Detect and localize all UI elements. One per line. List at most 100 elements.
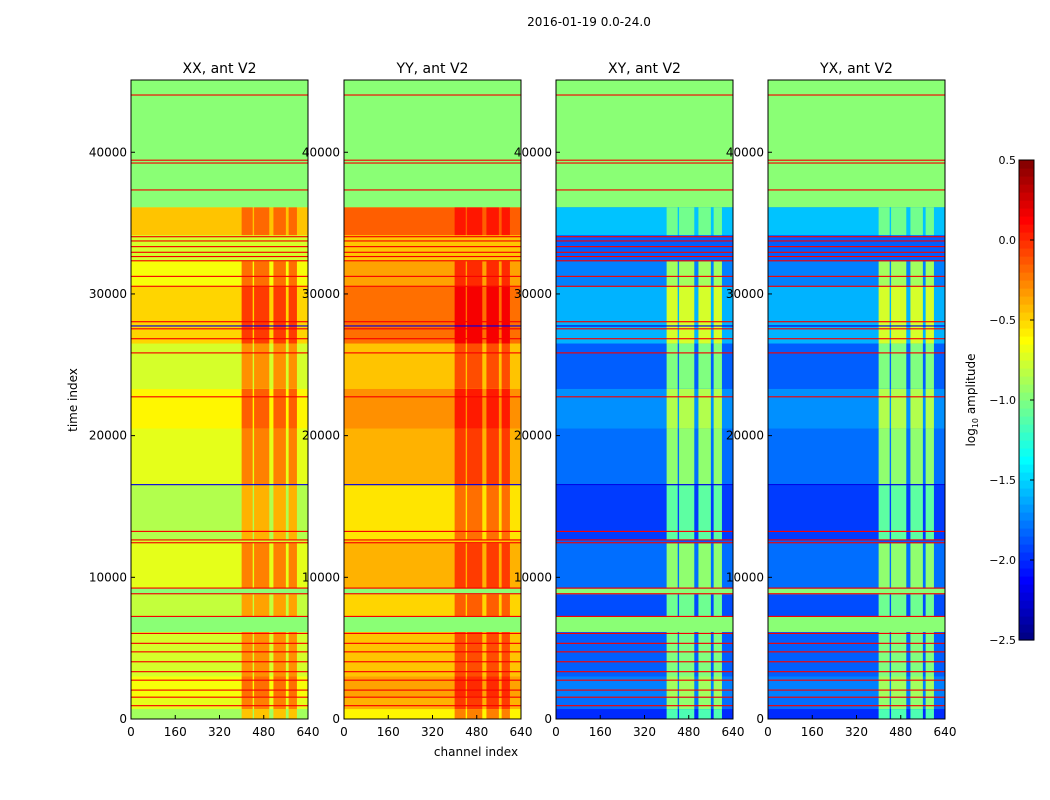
heatmap-red-line — [131, 530, 308, 532]
heatmap-red-line — [131, 587, 308, 589]
y-tick-label: 20000 — [89, 429, 127, 443]
heatmap-red-line — [768, 338, 945, 340]
heatmap-rfi-cell — [241, 485, 253, 541]
heatmap-rfi-cell — [501, 594, 510, 617]
heatmap-rfi-cell — [679, 709, 695, 719]
heatmap-rfi-cell — [254, 594, 270, 617]
heatmap-rfi-cell — [666, 543, 678, 589]
heatmap-red-line — [768, 696, 945, 698]
colorbar-segment — [1019, 488, 1034, 497]
heatmap-red-line — [344, 352, 521, 354]
colorbar-segment — [1019, 312, 1034, 321]
heatmap-rfi-cell — [666, 343, 678, 389]
heatmap-rfi-cell — [454, 286, 466, 344]
x-tick-label: 320 — [633, 725, 656, 739]
heatmap-red-line — [768, 285, 945, 287]
colorbar-segment — [1019, 200, 1034, 209]
colorbar-tick-label: −0.5 — [989, 314, 1016, 327]
heatmap-flagged-band — [344, 80, 521, 208]
heatmap-rfi-cell — [698, 207, 711, 236]
y-tick-label: 0 — [756, 712, 764, 726]
heatmap-rfi-cell — [925, 428, 934, 486]
heatmap-rfi-cell — [467, 286, 483, 344]
panel-title: YY, ant V2 — [396, 61, 469, 77]
heatmap-rfi-cell — [910, 594, 923, 617]
heatmap-rfi-cell — [679, 632, 695, 677]
heatmap-rfi-cell — [891, 632, 907, 677]
colorbar-segment — [1019, 480, 1034, 489]
heatmap-rfi-cell — [910, 207, 923, 236]
heatmap-flagged-band — [344, 616, 521, 633]
heatmap-rfi-cell — [910, 485, 923, 541]
heatmap-rfi-cell — [713, 594, 722, 617]
colorbar-segment — [1019, 416, 1034, 425]
heatmap-rfi-cell — [501, 543, 510, 589]
heatmap-red-line — [556, 338, 733, 340]
heatmap-red-line — [344, 94, 521, 96]
heatmap-rfi-cell — [254, 632, 270, 677]
heatmap-rfi-cell — [891, 697, 907, 710]
heatmap-red-line — [344, 661, 521, 663]
colorbar-segment — [1019, 560, 1034, 569]
heatmap-flagged-band — [131, 588, 308, 595]
heatmap-rfi-cell — [925, 632, 934, 677]
heatmap-rfi-cell — [878, 543, 890, 589]
heatmap-red-line — [768, 396, 945, 398]
heatmap-rfi-cell — [501, 632, 510, 677]
heatmap-rfi-cell — [254, 261, 270, 287]
heatmap-red-line — [768, 530, 945, 532]
y-tick-label: 40000 — [726, 145, 764, 159]
colorbar-segment — [1019, 216, 1034, 225]
heatmap-rfi-cell — [273, 676, 286, 698]
heatmap-rfi-cell — [878, 594, 890, 617]
heatmap-red-line — [131, 189, 308, 191]
colorbar-segment — [1019, 320, 1034, 329]
heatmap-red-line — [768, 539, 945, 541]
heatmap-rfi-cell — [501, 261, 510, 287]
heatmap-rfi-cell — [925, 388, 934, 429]
heatmap-rfi-cell — [241, 428, 253, 486]
heatmap-red-line — [344, 236, 521, 238]
heatmap-panel-0: XX, ant V2 0 160 320 480 640 0 10000 20000 30000 4… — [89, 61, 320, 739]
heatmap-red-line — [768, 671, 945, 673]
heatmap-rfi-cell — [878, 697, 890, 710]
heatmap-red-line — [131, 94, 308, 96]
heatmap-red-line — [556, 159, 733, 161]
heatmap-red-line — [556, 162, 733, 164]
heatmap-rfi-cell — [288, 543, 297, 589]
heatmap-red-line — [344, 587, 521, 589]
heatmap-row-band — [768, 709, 945, 719]
heatmap-rfi-cell — [273, 428, 286, 486]
heatmap-red-line — [131, 159, 308, 161]
heatmap-red-line — [131, 246, 308, 248]
heatmap-red-line — [556, 189, 733, 191]
colorbar-segment — [1019, 512, 1034, 521]
heatmap-rfi-cell — [878, 261, 890, 287]
heatmap-rfi-cell — [713, 343, 722, 389]
heatmap-red-line — [344, 240, 521, 242]
heatmap-red-line — [768, 651, 945, 653]
colorbar-segment — [1019, 456, 1034, 465]
heatmap-rfi-cell — [925, 207, 934, 236]
heatmap-red-line — [556, 696, 733, 698]
colorbar-segment — [1019, 624, 1034, 633]
heatmap-rfi-cell — [698, 594, 711, 617]
heatmap-rfi-cell — [254, 286, 270, 344]
colorbar-segment — [1019, 296, 1034, 305]
heatmap-flagged-band — [344, 588, 521, 595]
colorbar-segment — [1019, 336, 1034, 345]
heatmap-rfi-cell — [501, 343, 510, 389]
heatmap-rfi-cell — [666, 428, 678, 486]
colorbar-segment — [1019, 288, 1034, 297]
heatmap-row-band — [556, 697, 733, 710]
heatmap-red-line — [556, 679, 733, 681]
heatmap-red-line — [344, 275, 521, 277]
colorbar-segment — [1019, 568, 1034, 577]
colorbar-tick-label: 0.0 — [999, 234, 1017, 247]
heatmap-rfi-cell — [273, 697, 286, 710]
colorbar-segment — [1019, 584, 1034, 593]
heatmap-red-line — [344, 689, 521, 691]
heatmap-rfi-cell — [254, 543, 270, 589]
x-tick-label: 480 — [677, 725, 700, 739]
heatmap-rfi-cell — [254, 428, 270, 486]
